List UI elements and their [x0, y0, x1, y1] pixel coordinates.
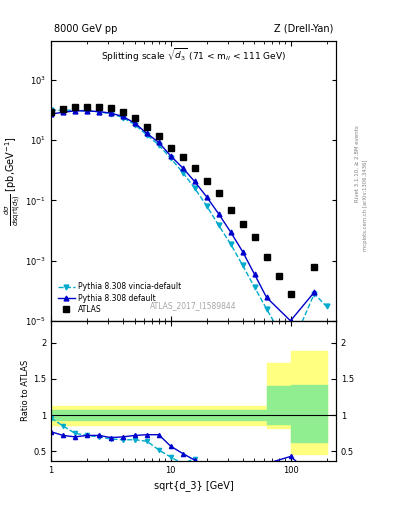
Pythia 8.308 default: [228, 229, 233, 235]
Pythia 8.308 vincia-default: [252, 284, 257, 290]
Pythia 8.308 default: [192, 178, 197, 184]
Pythia 8.308 vincia-default: [324, 304, 329, 310]
ATLAS: [240, 221, 245, 227]
Pythia 8.308 vincia-default: [49, 108, 53, 114]
Legend: Pythia 8.308 vincia-default, Pythia 8.308 default, ATLAS: Pythia 8.308 vincia-default, Pythia 8.30…: [55, 280, 184, 317]
ATLAS: [132, 115, 137, 121]
Y-axis label: Ratio to ATLAS: Ratio to ATLAS: [21, 360, 30, 421]
Pythia 8.308 default: [252, 271, 257, 278]
Pythia 8.308 vincia-default: [192, 185, 197, 191]
Text: Splitting scale $\sqrt{d_3}$ (71 < m$_{ll}$ < 111 GeV): Splitting scale $\sqrt{d_3}$ (71 < m$_{l…: [101, 47, 286, 63]
ATLAS: [288, 291, 293, 297]
Pythia 8.308 vincia-default: [108, 111, 113, 117]
Pythia 8.308 default: [61, 109, 66, 115]
Pythia 8.308 default: [145, 130, 149, 136]
Pythia 8.308 default: [73, 108, 77, 114]
Pythia 8.308 vincia-default: [97, 109, 101, 115]
Line: ATLAS: ATLAS: [48, 104, 317, 296]
Pythia 8.308 vincia-default: [276, 327, 281, 333]
ATLAS: [264, 254, 269, 260]
Pythia 8.308 vincia-default: [145, 132, 149, 138]
Pythia 8.308 default: [264, 294, 269, 301]
Pythia 8.308 vincia-default: [169, 155, 173, 161]
Pythia 8.308 vincia-default: [288, 346, 293, 352]
Pythia 8.308 default: [97, 109, 101, 115]
ATLAS: [312, 264, 317, 270]
Line: Pythia 8.308 vincia-default: Pythia 8.308 vincia-default: [49, 108, 329, 351]
ATLAS: [204, 178, 209, 184]
ATLAS: [228, 206, 233, 212]
Pythia 8.308 vincia-default: [204, 203, 209, 209]
ATLAS: [145, 124, 149, 130]
ATLAS: [252, 234, 257, 240]
Pythia 8.308 default: [180, 165, 185, 171]
ATLAS: [49, 109, 53, 115]
ATLAS: [276, 273, 281, 280]
ATLAS: [97, 104, 101, 111]
Pythia 8.308 default: [121, 113, 125, 119]
Pythia 8.308 vincia-default: [216, 222, 221, 228]
Pythia 8.308 default: [240, 248, 245, 254]
Pythia 8.308 vincia-default: [132, 122, 137, 128]
Text: ATLAS_2017_I1589844: ATLAS_2017_I1589844: [150, 301, 237, 310]
ATLAS: [216, 190, 221, 196]
ATLAS: [85, 104, 90, 110]
Pythia 8.308 vincia-default: [264, 306, 269, 312]
Pythia 8.308 default: [169, 153, 173, 159]
Pythia 8.308 vincia-default: [312, 291, 317, 297]
Pythia 8.308 vincia-default: [240, 262, 245, 268]
ATLAS: [61, 106, 66, 112]
Line: Pythia 8.308 default: Pythia 8.308 default: [49, 109, 317, 323]
Pythia 8.308 default: [108, 110, 113, 116]
Pythia 8.308 vincia-default: [73, 107, 77, 113]
Pythia 8.308 vincia-default: [61, 107, 66, 113]
Pythia 8.308 vincia-default: [121, 115, 125, 121]
Pythia 8.308 default: [312, 289, 317, 295]
Pythia 8.308 vincia-default: [85, 108, 90, 114]
ATLAS: [156, 133, 161, 139]
Pythia 8.308 default: [288, 318, 293, 324]
Text: Rivet 3.1.10, ≥ 2.8M events: Rivet 3.1.10, ≥ 2.8M events: [354, 125, 359, 202]
ATLAS: [121, 109, 125, 115]
ATLAS: [192, 165, 197, 171]
Pythia 8.308 default: [156, 139, 161, 145]
Pythia 8.308 default: [204, 194, 209, 200]
Text: 8000 GeV pp: 8000 GeV pp: [54, 24, 118, 34]
Text: mcplots.cern.ch [arXiv:1306.3436]: mcplots.cern.ch [arXiv:1306.3436]: [363, 159, 368, 250]
Pythia 8.308 vincia-default: [180, 169, 185, 176]
Pythia 8.308 vincia-default: [156, 142, 161, 148]
Y-axis label: $\frac{d\sigma}{d\mathrm{sqrt}(d_3)}$ [pb,GeV$^{-1}$]: $\frac{d\sigma}{d\mathrm{sqrt}(d_3)}$ [p…: [3, 136, 22, 226]
ATLAS: [73, 104, 77, 110]
Pythia 8.308 default: [49, 111, 53, 117]
Pythia 8.308 default: [132, 120, 137, 126]
Text: Z (Drell-Yan): Z (Drell-Yan): [274, 24, 333, 34]
X-axis label: sqrt{d_3} [GeV]: sqrt{d_3} [GeV]: [154, 480, 233, 491]
Pythia 8.308 default: [216, 211, 221, 217]
ATLAS: [180, 154, 185, 160]
Pythia 8.308 default: [85, 108, 90, 114]
ATLAS: [108, 105, 113, 112]
ATLAS: [169, 145, 173, 151]
Pythia 8.308 vincia-default: [228, 241, 233, 247]
